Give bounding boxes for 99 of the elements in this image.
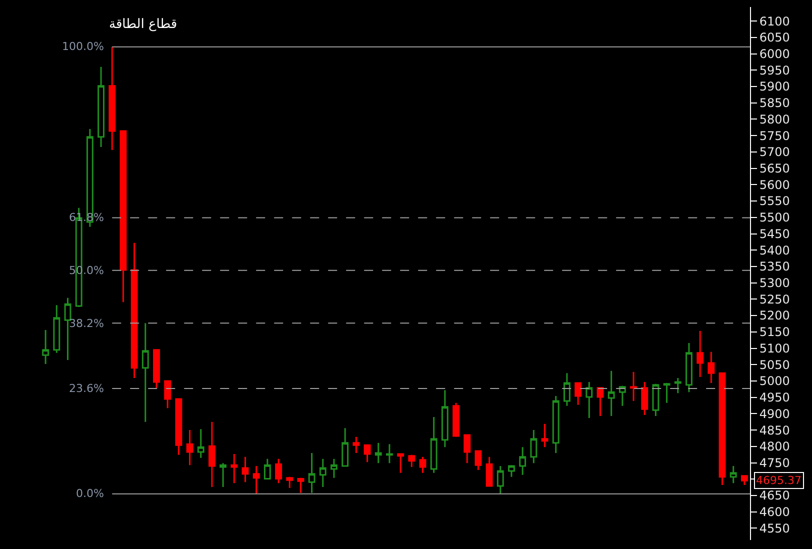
candlestick [708,351,715,384]
candlestick [563,372,570,407]
candlestick [674,377,682,394]
candlestick [441,389,448,448]
candlestick [740,475,748,486]
candlestick [574,382,582,406]
candlestick [386,443,393,464]
annotation: 23.6% [69,382,104,395]
candlestick [252,465,260,495]
candlestick [686,342,692,393]
candlestick [308,452,316,494]
candlestick [98,66,104,148]
candlestick [474,450,482,471]
y-tick-label: 4850 [759,423,790,438]
candlestick [64,297,72,361]
candlestick [175,398,182,456]
candlestick [718,372,726,486]
y-tick-label: 5300 [759,276,790,290]
candlestick [430,416,438,474]
candlestick [286,476,294,489]
annotation: 38.2% [69,317,104,330]
y-tick-label: 5800 [759,112,790,126]
y-tick-label: 4550 [759,521,790,536]
candlestick [519,446,526,476]
candlestick [663,382,670,404]
candlestick [220,462,227,488]
y-tick-label: 5950 [759,63,790,78]
candlestick [530,429,538,464]
candlestick [596,387,604,417]
y-tick-label: 5400 [759,243,790,258]
y-tick-label: 5250 [759,292,790,306]
candlestick [42,329,50,365]
candlestick [464,434,471,464]
candlestick [53,304,60,354]
y-tick-label: 5200 [759,308,790,323]
candlestick [730,465,737,484]
y-tick-label: 4650 [759,488,790,503]
text: قطاع الطاقة [109,17,178,32]
candlestick [342,427,349,467]
candlestick [496,465,504,495]
y-tick-label: 4900 [759,406,790,421]
annotation: 0.0% [76,487,104,500]
candlestick [419,456,426,474]
candlestick [130,242,138,379]
y-tick-label: 4950 [759,390,790,405]
candlestick [364,444,371,463]
candlestick [197,428,204,459]
y-tick-label: 4800 [759,440,790,454]
y-tick-label: 5650 [759,162,790,176]
y-tick-label: 5000 [759,374,790,388]
y-tick-label: 5600 [759,178,790,192]
candlestick [508,464,515,478]
candlestick [541,423,548,448]
y-tick-label: 5850 [759,96,790,110]
candlestick [618,385,626,407]
y-tick-label: 5100 [759,341,790,356]
y-tick-label: 5450 [759,226,790,241]
annotation: 100.0% [62,40,104,53]
y-tick-label: 5900 [759,80,790,94]
candlestick [120,130,127,303]
candlestick [486,456,493,487]
candlestick [264,458,271,480]
candlestick [153,349,160,389]
y-tick-label: 5350 [759,260,790,274]
candlestick [696,330,704,378]
candlestick [319,458,326,488]
candlestick [164,380,172,409]
y-tick-label: 4750 [759,456,790,470]
y-tick-label: 5500 [759,210,790,225]
candlestick [408,454,416,468]
y-tick-label: 5700 [759,145,790,160]
candlestick [242,456,249,483]
y-tick-label: 5750 [759,128,790,143]
y-tick-label: 6000 [759,46,790,61]
candlestick [586,381,593,419]
candlestick [452,402,460,438]
candlestick [630,371,637,402]
y-tick-label: 6100 [759,14,790,28]
y-tick-label: 5050 [759,358,790,372]
candlestick [330,458,338,479]
candlestick [652,383,660,417]
candlestick [608,370,615,417]
candlestick [230,453,238,484]
text: 4695.37 [756,474,802,487]
candlestick [275,458,282,484]
candlestick [108,46,116,151]
candlestick [186,429,194,466]
candlestick [142,322,149,423]
y-tick-label: 4600 [759,505,790,520]
candlestick [374,442,382,464]
y-tick-label: 5550 [759,194,790,208]
y-tick-label: 5150 [759,325,790,340]
candlestick [397,453,404,474]
y-tick-label: 6050 [759,30,790,45]
candlestick [208,421,216,488]
candlestick [352,436,360,454]
candlestick [641,381,648,416]
candlestick [552,395,560,454]
candlestick [297,477,304,494]
